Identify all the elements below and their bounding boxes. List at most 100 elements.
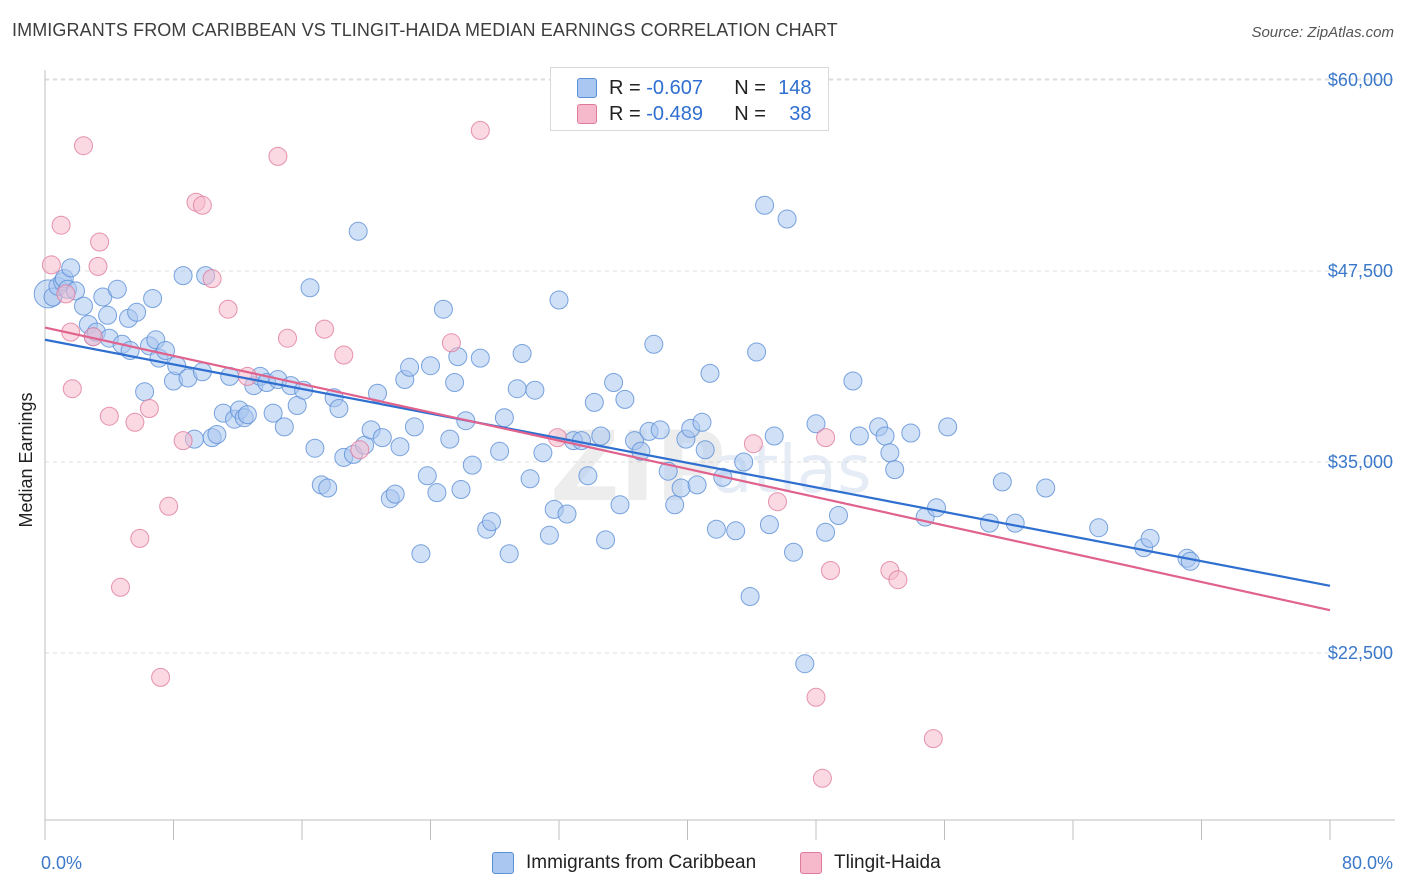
caribbean-point	[806, 414, 826, 434]
tlingit-point	[111, 577, 130, 597]
caribbean-point	[980, 513, 999, 533]
caribbean-point	[927, 498, 946, 518]
caribbean-point	[274, 417, 294, 437]
tlingit-point	[151, 667, 171, 687]
caribbean-point	[816, 522, 836, 542]
caribbean-point	[404, 417, 424, 437]
tlingit-point	[768, 492, 787, 512]
legend-swatch-caribbean	[492, 852, 514, 874]
tlingit-point	[88, 256, 108, 276]
tlingit-trend-line	[44, 326, 1331, 612]
caribbean-point	[421, 356, 440, 376]
tlingit-point	[51, 215, 71, 235]
tlingit-point	[56, 284, 76, 304]
caribbean-point	[604, 373, 624, 392]
caribbean-point	[368, 383, 387, 403]
caribbean-point	[525, 380, 545, 400]
caribbean-point	[875, 426, 895, 446]
caribbean-point	[849, 426, 869, 446]
tlingit-point	[278, 328, 297, 348]
y-tick-label: $60,000	[1328, 70, 1393, 90]
y-axis-label: Median Earnings	[16, 392, 36, 527]
tlingit-point	[806, 687, 826, 707]
caribbean-point	[329, 399, 349, 418]
legend-item-caribbean: Immigrants from Caribbean	[492, 852, 756, 874]
tlingit-point	[159, 496, 179, 516]
caribbean-point	[596, 530, 616, 550]
caribbean-point	[539, 525, 559, 545]
caribbean-point	[885, 460, 905, 480]
chart-title: IMMIGRANTS FROM CARIBBEAN VS TLINGIT-HAI…	[12, 20, 838, 40]
legend-label-tlingit: Tlingit-Haida	[834, 852, 941, 873]
caribbean-point	[610, 495, 630, 515]
caribbean-point	[499, 544, 519, 564]
caribbean-point	[143, 289, 163, 308]
caribbean-point	[451, 480, 471, 499]
caribbean-point	[433, 299, 453, 319]
caribbean-trend-line	[44, 338, 1331, 587]
caribbean-point	[671, 478, 691, 498]
caribbean-point	[650, 420, 670, 440]
series-tlingit-points	[41, 120, 943, 788]
tlingit-point	[202, 269, 222, 289]
caribbean-point	[61, 258, 81, 278]
caribbean-point	[615, 389, 635, 409]
tlingit-point	[90, 232, 110, 252]
caribbean-point	[734, 452, 754, 472]
caribbean-point	[400, 357, 420, 377]
caribbean-point	[692, 412, 712, 432]
legend-swatch-caribbean	[577, 78, 597, 98]
caribbean-point	[549, 290, 569, 310]
tlingit-point	[41, 255, 61, 275]
caribbean-point	[747, 342, 767, 362]
caribbean-point	[843, 371, 863, 391]
legend-r-label: R =	[609, 76, 647, 99]
watermark-atlas: atlas	[712, 431, 872, 508]
tlingit-point	[173, 431, 193, 451]
legend-r-value: -0.489	[646, 102, 703, 125]
caribbean-point	[348, 221, 368, 241]
y-tick-labels: $22,500 $35,000 $47,500 $60,000	[1328, 70, 1393, 663]
tlingit-point	[218, 299, 238, 319]
caribbean-point	[507, 379, 527, 399]
caribbean-point	[740, 587, 760, 606]
x-tick-label: 80.0%	[1342, 853, 1393, 873]
tlingit-point	[315, 319, 334, 339]
caribbean-point	[706, 519, 726, 539]
caribbean-point	[759, 515, 779, 535]
caribbean-point	[417, 466, 437, 486]
caribbean-point	[992, 472, 1012, 492]
legend-n-value: 148	[778, 76, 812, 99]
tlingit-point	[74, 136, 93, 156]
y-tick-label: $22,500	[1328, 643, 1393, 663]
tlingit-point	[812, 768, 832, 788]
caribbean-point	[584, 392, 604, 412]
caribbean-point	[512, 344, 532, 363]
caribbean-point	[764, 426, 784, 446]
caribbean-point	[127, 302, 147, 322]
caribbean-point	[829, 506, 848, 525]
legend-row-caribbean: R = -0.607 N = 148	[577, 76, 812, 100]
caribbean-point	[687, 475, 707, 495]
caribbean-point	[784, 542, 803, 562]
caribbean-point	[665, 495, 685, 515]
caribbean-point	[880, 443, 900, 463]
y-tick-label: $47,500	[1328, 261, 1393, 281]
tlingit-point	[99, 406, 119, 426]
caribbean-point	[695, 440, 715, 460]
legend-swatch-tlingit	[577, 104, 597, 124]
caribbean-point	[726, 521, 746, 541]
caribbean-point	[372, 428, 392, 448]
caribbean-point	[237, 405, 257, 425]
caribbean-point	[1089, 518, 1109, 538]
caribbean-point	[1140, 528, 1160, 548]
legend-swatch-tlingit	[800, 852, 822, 874]
tlingit-point	[268, 146, 288, 166]
legend-n-value: 38	[789, 102, 812, 125]
series-legend: Immigrants from Caribbean Tlingit-Haida	[0, 852, 1406, 878]
caribbean-point	[901, 423, 921, 443]
tlingit-point	[923, 729, 943, 749]
caribbean-point	[156, 341, 175, 360]
caribbean-point	[644, 334, 664, 354]
